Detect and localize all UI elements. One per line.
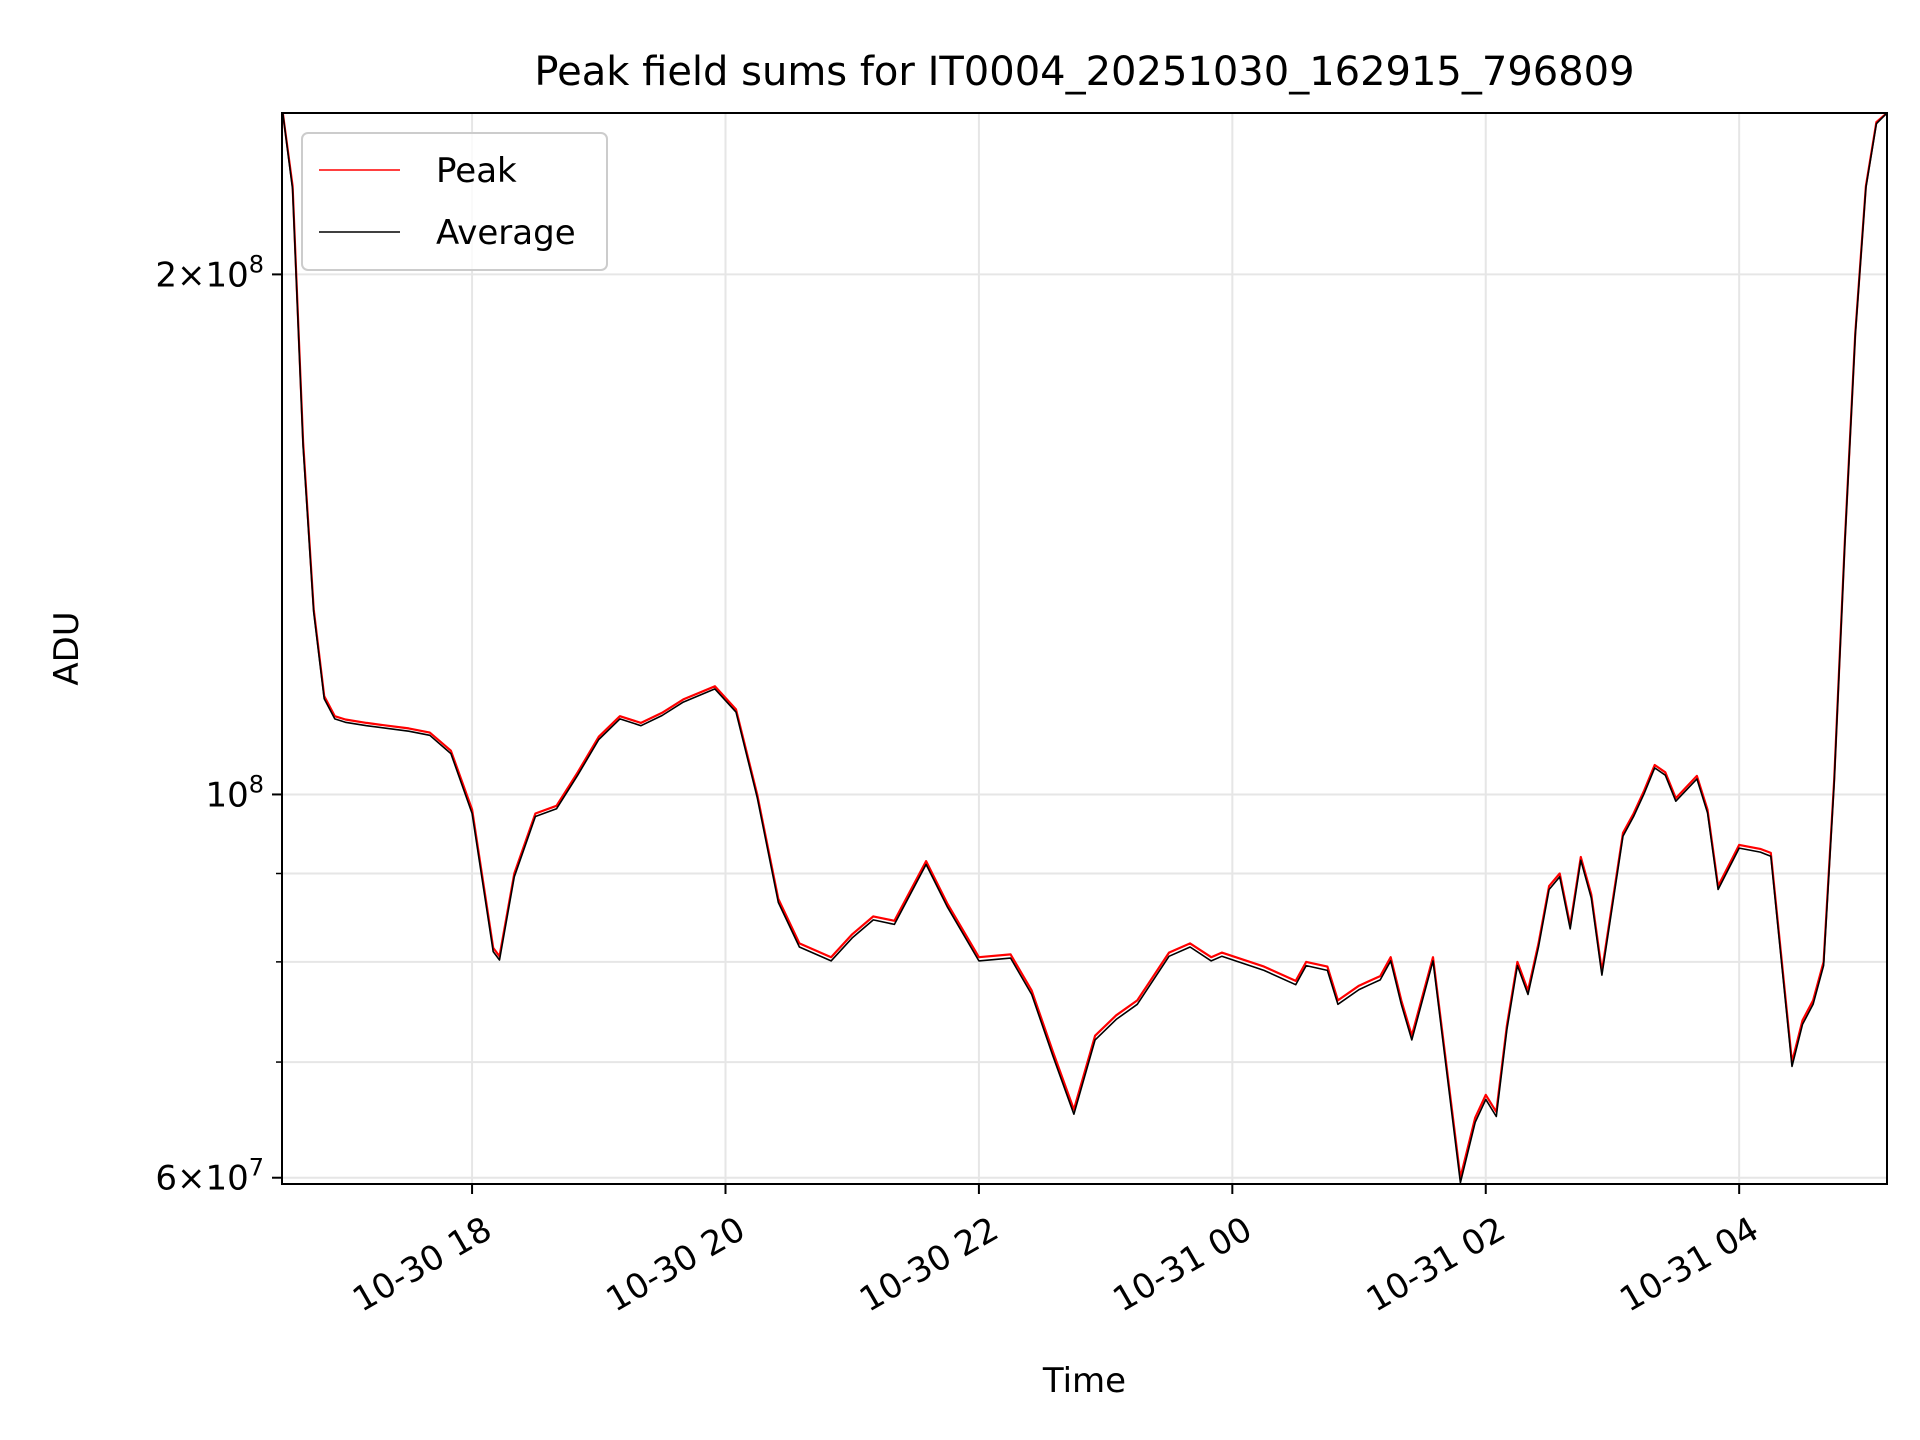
legend-box [301, 132, 608, 271]
y-tick-label: 2×108 [155, 250, 264, 295]
chart-title: Peak field sums for IT0004_20251030_1629… [534, 49, 1634, 95]
plot-area [282, 113, 1887, 1184]
y-axis-label: ADU [47, 611, 87, 685]
plot-frame [281, 112, 1888, 1185]
legend: Peak Average [301, 132, 608, 271]
y-tick-label: 6×107 [155, 1154, 264, 1199]
grid [282, 113, 1887, 1184]
series-line-peak [282, 113, 1887, 1179]
x-axis-label: Time [1042, 1361, 1126, 1401]
series-line-average [282, 113, 1887, 1184]
y-axis: 6×107 108 2×108 [155, 250, 282, 1199]
series-lines [282, 113, 1887, 1184]
legend-label-average: Average [436, 213, 576, 253]
y-tick-label: 108 [205, 770, 264, 815]
legend-label-peak: Peak [436, 151, 517, 191]
